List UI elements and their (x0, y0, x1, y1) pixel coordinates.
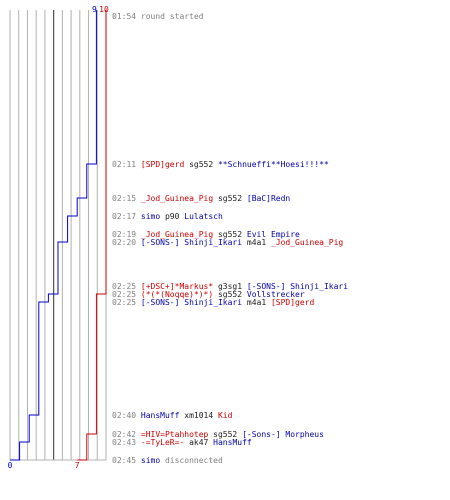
log-part: _Jod_Guinea_Pig (140, 194, 214, 203)
log-part: Kid (217, 411, 233, 420)
series-start-label: 10 (99, 5, 109, 14)
series-line (77, 10, 107, 461)
log-part: _Jod_Guinea_Pig (140, 230, 214, 239)
log-time: 02:40 (112, 411, 141, 420)
log-time: 01:54 (112, 12, 141, 21)
log-entry: 02:25 [+DSC+]*Markus* g3sg1 [-SONS-] Shi… (112, 282, 348, 291)
log-entry: 02:17 simo p90 Lulatsch (112, 212, 223, 221)
log-part: [-Sons-] Morpheus (242, 430, 324, 439)
log-part: HansMuff (140, 411, 180, 420)
log-time: 02:11 (112, 160, 141, 169)
log-part: HansMuff (213, 438, 252, 447)
team-alive-timeline-chart: 9 0 10 7 (8, 5, 109, 470)
log-part: sg552 (213, 194, 247, 203)
log-part: g3sg1 (213, 282, 247, 291)
log-part: simo (140, 212, 161, 221)
log-entry: 02:19 _Jod_Guinea_Pig sg552 Evil Empire (112, 230, 300, 239)
log-part: sg552 (184, 160, 218, 169)
log-entry: 02:40 HansMuff xm1014 Kid (112, 411, 232, 420)
log-part: sg552 (208, 430, 243, 439)
log-time: 02:15 (112, 194, 141, 203)
log-time: 02:25 (112, 290, 141, 299)
series-line (10, 10, 97, 461)
log-part: sg552 (213, 290, 247, 299)
log-entry: 01:54 round started (112, 12, 204, 21)
log-part: m4a1 (242, 238, 271, 247)
log-part: m4a1 (242, 298, 271, 307)
log-part: Lulatsch (184, 212, 223, 221)
series-end-label: 7 (75, 461, 80, 470)
log-time: 02:45 (112, 456, 141, 465)
log-part: disconnected (160, 456, 223, 465)
log-time: 02:25 (112, 282, 141, 291)
log-entry: 02:42 =HIV=Ptahhotep sg552 [-Sons-] Morp… (112, 430, 324, 439)
log-time: 02:42 (112, 430, 141, 439)
log-entry: 02:11 [SPD]gerd sg552 **Schnueffi**Hoesi… (112, 160, 329, 169)
log-part: [+DSC+]*Markus* (140, 282, 214, 291)
log-part: simo (140, 456, 161, 465)
log-part: [-SONS-] Shinji_Ikari (140, 298, 243, 307)
log-entry: 02:45 simo disconnected (112, 456, 223, 465)
log-entry: 02:25 [-SONS-] Shinji_Ikari m4a1 [SPD]ge… (112, 298, 314, 307)
log-part: p90 (160, 212, 185, 221)
log-part: Evil Empire (246, 230, 300, 239)
log-part: [-SONS-] Shinji_Ikari (246, 282, 349, 291)
log-part: -=TyLeR=- (140, 438, 185, 447)
log-part: **Schnueffi**Hoesi!!!** (217, 160, 329, 169)
log-time: 02:43 (112, 438, 141, 447)
log-part: sg552 (213, 230, 247, 239)
series-end-label: 0 (8, 461, 13, 470)
log-time: 02:20 (112, 238, 141, 247)
log-time: 02:17 (112, 212, 141, 221)
log-entry: 02:43 -=TyLeR=- ak47 HansMuff (112, 438, 252, 447)
log-part: [SPD]gerd (270, 298, 315, 307)
log-part: xm1014 (179, 411, 218, 420)
series-start-label: 9 (92, 5, 97, 14)
log-part: [-SONS-] Shinji_Ikari (140, 238, 243, 247)
log-entry: 02:15 _Jod_Guinea_Pig sg552 [BaC]Redn (112, 194, 290, 203)
log-time: 02:19 (112, 230, 141, 239)
log-part: [SPD]gerd (140, 160, 185, 169)
log-part: (*(*(Noqqe)*)*) (140, 290, 214, 299)
log-part: ak47 (184, 438, 214, 447)
log-part: [BaC]Redn (246, 194, 291, 203)
log-part: _Jod_Guinea_Pig (270, 238, 344, 247)
log-part: Vollstrecker (246, 290, 305, 299)
log-time: 02:25 (112, 298, 141, 307)
log-entry: 02:25 (*(*(Noqqe)*)*) sg552 Vollstrecker (112, 290, 305, 299)
log-part: round started (140, 12, 204, 21)
log-entry: 02:20 [-SONS-] Shinji_Ikari m4a1 _Jod_Gu… (112, 238, 343, 247)
event-log: 01:54 round started 02:11 [SPD]gerd sg552… (112, 0, 442, 500)
log-part: =HIV=Ptahhotep (140, 430, 209, 439)
